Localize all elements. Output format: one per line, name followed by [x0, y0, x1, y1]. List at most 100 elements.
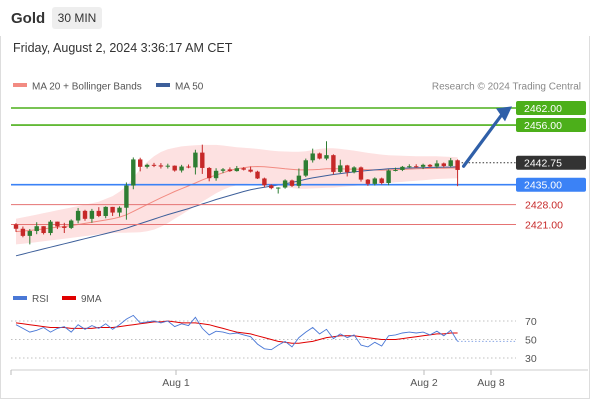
candle: [386, 169, 391, 186]
ma50-legend-label: MA 50: [175, 82, 204, 93]
candle-body: [351, 167, 357, 173]
candle-body: [448, 160, 453, 166]
candle: [448, 158, 453, 168]
candle: [358, 166, 364, 182]
rsi-legend-swatch: [13, 296, 27, 300]
last-price-tag: [516, 155, 586, 170]
candle: [96, 207, 101, 218]
candle: [441, 162, 446, 168]
candle: [158, 163, 164, 169]
top-bar: Gold 30 MIN: [0, 0, 590, 36]
candle: [262, 177, 267, 188]
candle: [248, 166, 253, 173]
candle-body: [165, 165, 170, 167]
candle-body: [172, 165, 177, 171]
candle: [75, 208, 81, 224]
candle: [220, 167, 226, 174]
rsi-ma-legend-swatch: [62, 296, 76, 300]
candle-body: [393, 169, 398, 171]
candle: [13, 223, 19, 232]
candle-body: [220, 169, 226, 171]
candle: [193, 149, 198, 175]
resistance-label: 2462.00: [524, 103, 562, 115]
rsi-ma-line: [15, 320, 458, 344]
candle-body: [48, 221, 53, 234]
candle: [420, 163, 426, 170]
candle-body: [303, 160, 308, 176]
candle: [282, 179, 288, 189]
candle-body: [193, 152, 198, 168]
candle: [234, 165, 239, 172]
candle-body: [386, 170, 391, 184]
candle-body: [124, 185, 129, 208]
candle-body: [41, 226, 46, 234]
rsi-legend-label: RSI: [32, 294, 49, 305]
candle-body: [55, 221, 60, 227]
candle: [276, 187, 281, 194]
candle: [55, 221, 60, 230]
x-axis-label: Aug 1: [162, 377, 190, 389]
candle: [20, 226, 26, 238]
resistance-tag: [516, 101, 586, 115]
candle-body: [234, 168, 239, 172]
candle: [365, 179, 371, 186]
candle: [207, 167, 212, 182]
candle: [455, 159, 460, 187]
candle: [317, 152, 322, 160]
candle-body: [103, 206, 108, 216]
candle-body: [282, 180, 288, 188]
timeframe-button[interactable]: 30 MIN: [52, 7, 102, 29]
candle: [131, 157, 136, 190]
candle-body: [117, 207, 122, 213]
candle-body: [241, 168, 246, 170]
candle-body: [144, 164, 150, 167]
candle: [200, 144, 205, 174]
candle: [393, 167, 398, 172]
candle: [124, 182, 129, 220]
ma50-legend-swatch: [156, 83, 170, 87]
candle: [151, 162, 157, 168]
candle: [345, 164, 350, 177]
candle: [241, 167, 246, 171]
candle-body: [289, 180, 295, 186]
forecast-arrow-shaft: [462, 112, 504, 168]
candle: [303, 158, 308, 178]
candle-body: [262, 178, 267, 186]
candle: [165, 163, 170, 169]
candle-body: [365, 179, 371, 184]
candle: [82, 209, 88, 221]
candle-body: [379, 178, 384, 184]
candle-body: [20, 228, 26, 236]
rsi-level-label: 50: [525, 335, 537, 347]
candle: [407, 164, 412, 168]
candle: [269, 184, 274, 190]
candle-body: [324, 155, 329, 159]
candle: [89, 208, 95, 223]
candle: [179, 164, 184, 173]
candle-body: [89, 210, 95, 219]
copyright-text: Research © 2024 Trading Central: [432, 82, 581, 93]
x-axis-label: Aug 8: [477, 377, 505, 389]
candle: [414, 164, 419, 168]
candle: [186, 164, 191, 169]
candle: [213, 168, 219, 181]
candle-body: [227, 169, 233, 172]
candle: [172, 165, 177, 172]
candle-body: [138, 159, 143, 167]
candle-body: [82, 210, 88, 219]
candle-body: [75, 210, 81, 221]
candle: [324, 141, 329, 161]
candle-body: [407, 166, 412, 168]
candle-body: [434, 163, 440, 167]
candle-body: [331, 155, 336, 172]
candle-body: [13, 224, 19, 229]
candle: [48, 219, 53, 236]
candle: [144, 163, 150, 169]
candle-body: [213, 170, 219, 179]
instrument-name: Gold: [11, 10, 46, 27]
support-label: 2421.00: [525, 220, 563, 232]
candle: [289, 179, 295, 187]
rsi-level-label: 30: [525, 353, 537, 365]
candle-body: [158, 165, 164, 167]
